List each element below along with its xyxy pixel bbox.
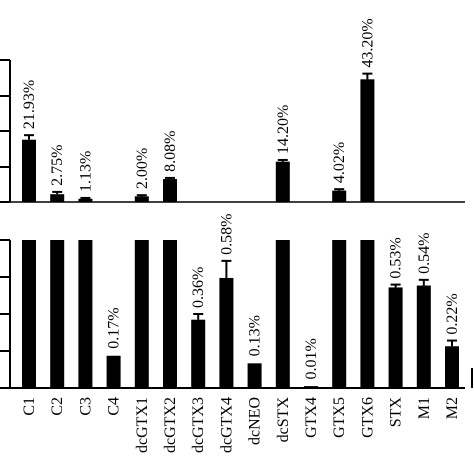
bar-dcGTX3-lower — [191, 319, 206, 388]
bar-dcNEO-lower — [247, 363, 262, 388]
bar-C1-lower — [22, 240, 36, 388]
bar-M2-lower — [445, 346, 459, 388]
x-tick-label-dcGTX1: dcGTX1 — [134, 397, 151, 453]
x-tick-label-dcSTX: dcSTX — [275, 397, 292, 443]
x-tick-label-dcNEO: dcNEO — [247, 397, 264, 445]
x-tick-label-M2: M2 — [444, 397, 461, 419]
bar-C1-upper — [22, 139, 36, 202]
x-tick-label-GTX5: GTX5 — [331, 397, 348, 438]
bar-C3-lower — [78, 240, 93, 388]
bar-dcGTX4-lower — [219, 277, 234, 388]
data-label-dcSTX: 14.20% — [275, 105, 292, 154]
data-label-GTX6: 43.20% — [359, 18, 376, 67]
bar-C4-lower — [106, 355, 121, 388]
data-label-dcGTX4: 0.58% — [218, 214, 235, 255]
data-label-GTX4: 0.01% — [303, 338, 320, 379]
data-label-C4: 0.17% — [106, 307, 123, 348]
bar-dcGTX1-lower — [134, 240, 149, 388]
bar-GTX6-lower — [360, 240, 375, 388]
bar-M1-lower — [416, 285, 431, 388]
bar-dcSTX-lower — [275, 240, 290, 388]
data-label-dcNEO: 0.13% — [247, 315, 264, 356]
bar-GTX5-upper — [332, 190, 347, 202]
x-tick-label-dcGTX2: dcGTX2 — [162, 397, 179, 453]
x-tick-label-dcGTX3: dcGTX3 — [190, 397, 207, 453]
data-label-C1: 21.93% — [21, 80, 38, 129]
x-tick-label-C2: C2 — [49, 397, 66, 416]
data-label-M1: 0.54% — [416, 233, 433, 274]
bar-GTX4-lower — [304, 386, 318, 388]
data-label-GTX5: 4.02% — [331, 142, 348, 183]
bar-C3-upper — [78, 198, 93, 202]
x-tick-label-C1: C1 — [21, 397, 38, 416]
bar-dcGTX2-upper — [163, 179, 177, 202]
x-tick-label-C4: C4 — [106, 397, 123, 416]
data-label-dcGTX1: 2.00% — [134, 148, 151, 189]
data-label-C2: 2.75% — [49, 145, 66, 186]
data-label-dcGTX3: 0.36% — [190, 267, 207, 308]
data-label-M2: 0.22% — [444, 293, 461, 334]
data-label-C3: 1.13% — [77, 151, 94, 192]
x-tick-label-STX: STX — [388, 397, 405, 428]
data-label-dcGTX2: 8.08% — [162, 131, 179, 172]
x-tick-label-GTX4: GTX4 — [303, 397, 320, 438]
data-label-STX: 0.53% — [388, 237, 405, 278]
bar-dcGTX2-lower — [163, 240, 177, 388]
bar-GTX6-upper — [360, 79, 375, 202]
x-tick-label-GTX6: GTX6 — [359, 397, 376, 438]
x-tick-label-dcGTX4: dcGTX4 — [218, 397, 235, 453]
x-tick-label-M1: M1 — [416, 397, 433, 419]
bar-dcSTX-upper — [275, 161, 290, 202]
x-tick-label-C3: C3 — [77, 397, 94, 416]
bar-C2-lower — [50, 240, 65, 388]
bar-STX-lower — [388, 287, 403, 388]
bar-GTX5-lower — [332, 240, 347, 388]
bar-C2-upper — [50, 194, 65, 202]
bar-dcGTX1-upper — [134, 196, 149, 202]
